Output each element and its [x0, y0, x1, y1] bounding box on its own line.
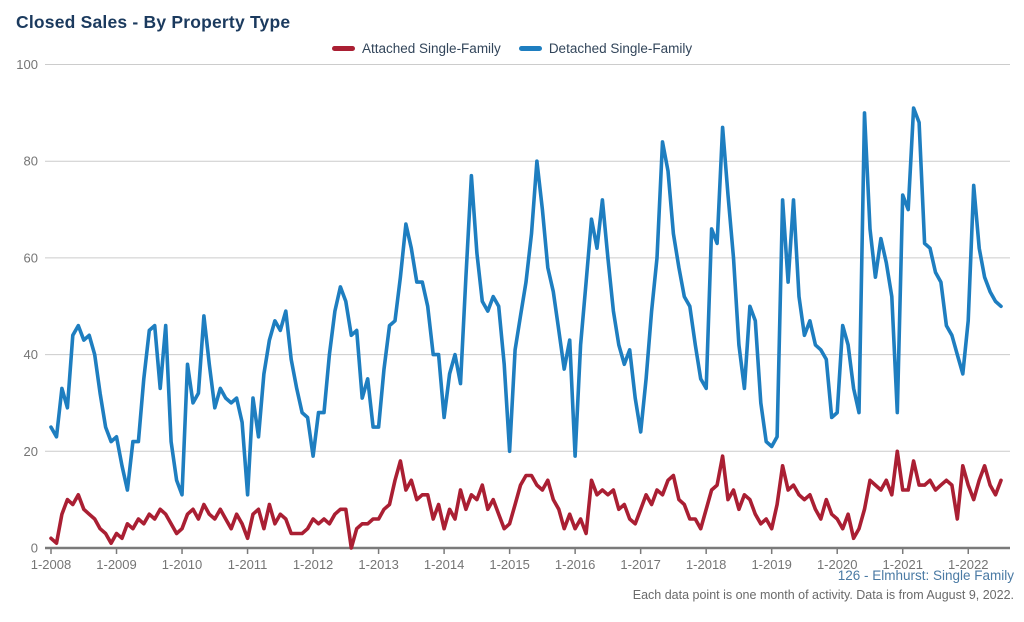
x-tick-label-1-2012: 1-2012: [293, 557, 333, 572]
x-tick-label-1-2014: 1-2014: [424, 557, 464, 572]
x-tick-label-1-2018: 1-2018: [686, 557, 726, 572]
x-tick-label-1-2019: 1-2019: [751, 557, 791, 572]
legend-label-attached: Attached Single-Family: [362, 41, 501, 56]
legend-item-detached[interactable]: Detached Single-Family: [518, 41, 693, 56]
series-line-detached[interactable]: [49, 106, 1003, 497]
x-tick-label-1-2011: 1-2011: [228, 557, 268, 572]
x-tick-label-1-2017: 1-2017: [620, 557, 660, 572]
x-tick-label-1-2022: 1-2022: [948, 557, 988, 572]
series-line-attached[interactable]: [49, 449, 1003, 550]
y-tick-label-20: 20: [24, 444, 38, 459]
x-tick-label-1-2021: 1-2021: [882, 557, 922, 572]
x-tick-label-1-2008: 1-2008: [31, 557, 71, 572]
x-tick-label-1-2010: 1-2010: [162, 557, 202, 572]
chart-legend: Attached Single-Family Detached Single-F…: [332, 41, 692, 56]
page-title: Closed Sales - By Property Type: [16, 12, 291, 32]
y-tick-label-60: 60: [24, 250, 38, 265]
detached-series-swatch: [518, 46, 542, 51]
x-tick-label-1-2013: 1-2013: [358, 557, 398, 572]
y-tick-label-0: 0: [31, 541, 38, 556]
legend-label-detached: Detached Single-Family: [548, 41, 693, 56]
x-tick-label-1-2016: 1-2016: [555, 557, 595, 572]
legend-item-attached[interactable]: Attached Single-Family: [332, 41, 501, 56]
y-tick-label-100: 100: [16, 57, 38, 72]
chart-footnote: Each data point is one month of activity…: [632, 588, 1014, 602]
y-tick-label-80: 80: [24, 154, 38, 169]
y-tick-label-40: 40: [24, 347, 38, 362]
x-tick-label-1-2015: 1-2015: [489, 557, 529, 572]
x-tick-label-1-2020: 1-2020: [817, 557, 857, 572]
x-tick-label-1-2009: 1-2009: [96, 557, 136, 572]
attached-series-swatch: [332, 46, 355, 51]
chart-source-label: 126 - Elmhurst: Single Family: [837, 568, 1014, 583]
